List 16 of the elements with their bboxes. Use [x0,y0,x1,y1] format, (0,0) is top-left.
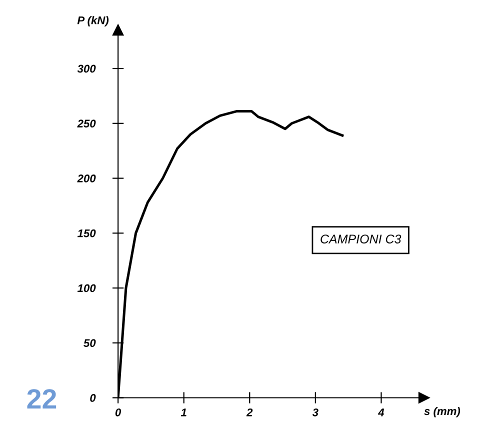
x-axis-title: s (mm) [424,406,460,418]
y-axis-title: P (kN) [77,16,109,26]
y-tick-label: 0 [90,394,96,402]
x-tick-label: 4 [378,408,384,416]
y-tick-label: 200 [77,174,96,182]
y-tick-label: 100 [77,284,96,292]
y-tick-label: 250 [77,120,96,128]
x-tick-label: 1 [180,408,186,416]
x-tick-label: 2 [246,408,253,416]
x-tick-label: 0 [115,408,122,416]
y-tick-label: 300 [77,64,96,73]
x-tick-label: 3 [312,408,318,416]
y-tick-label: 50 [84,339,96,348]
annotation: CAMPIONI C3 [320,234,402,244]
text: 22 [27,389,56,408]
y-tick-label: 150 [77,229,96,238]
